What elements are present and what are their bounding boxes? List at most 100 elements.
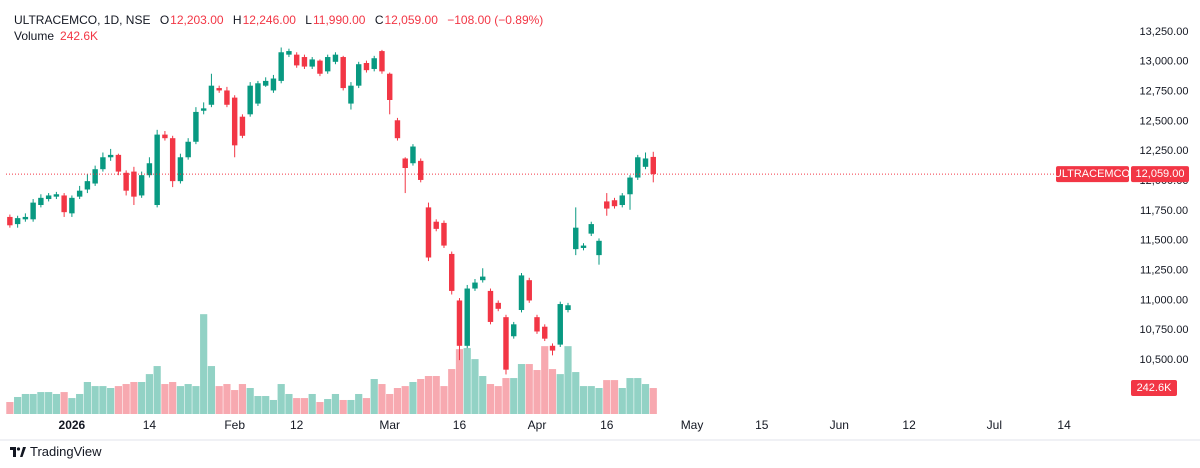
candle-body — [293, 54, 300, 66]
candle-body — [433, 221, 439, 229]
candle-body — [324, 57, 331, 72]
volume-bar — [494, 386, 502, 414]
volume-bar — [455, 349, 464, 414]
candle-body — [239, 116, 246, 136]
volume-bar — [231, 390, 239, 414]
volume-bar — [21, 393, 29, 414]
volume-bar — [634, 378, 642, 414]
candle-body — [278, 52, 284, 81]
candle-body — [472, 282, 478, 289]
candle-body — [270, 78, 277, 91]
candle-body — [526, 280, 532, 301]
candle-body — [604, 201, 610, 209]
candle-body — [123, 172, 129, 191]
volume-bar — [238, 384, 247, 414]
volume-bar — [215, 386, 223, 414]
y-tick-label: 13,000.00 — [1140, 56, 1189, 68]
candle-body — [92, 169, 98, 184]
x-tick-label: Apr — [528, 418, 547, 432]
candle-body — [30, 202, 36, 220]
volume-bar — [14, 396, 22, 414]
candle-body — [138, 175, 145, 196]
candle-body — [22, 216, 29, 220]
volume-key: Volume — [14, 29, 55, 43]
volume-bar — [6, 402, 14, 414]
candle-body — [286, 51, 292, 55]
volume-bar — [91, 386, 99, 414]
candle-body — [518, 275, 525, 311]
volume-bar — [649, 388, 657, 414]
candle-body — [650, 156, 656, 175]
volume-bar — [277, 384, 285, 414]
ohlc-value: 12,203.00 — [170, 13, 224, 27]
candle-body — [386, 73, 393, 100]
candle-body — [162, 134, 168, 139]
volume-bar — [60, 392, 68, 414]
change: −108.00 (−0.89%) — [447, 13, 544, 27]
volume-bar — [424, 376, 433, 414]
volume-bar — [285, 393, 293, 414]
volume-bar — [223, 384, 231, 414]
candle-body — [464, 288, 470, 346]
candle-body — [340, 57, 346, 89]
volume-bar — [176, 386, 185, 414]
volume-bar — [471, 359, 479, 414]
volume-bar — [525, 364, 533, 414]
footer: TradingView — [10, 444, 102, 459]
candle-body — [456, 300, 463, 346]
legend: ULTRACEMCO, 1D, NSE O12,203.00 H12,246.0… — [14, 12, 549, 44]
candle-body — [107, 154, 114, 158]
y-tick-label: 11,500.00 — [1140, 235, 1188, 247]
candle-body — [379, 51, 385, 72]
candle-body — [53, 194, 60, 197]
volume-bar — [316, 402, 324, 414]
volume-bar — [541, 346, 549, 414]
y-tick-label: 11,750.00 — [1140, 205, 1188, 217]
ohlc-key: H — [232, 13, 242, 27]
volume-bar — [448, 369, 456, 414]
volume-bar — [153, 366, 161, 414]
price-tag-symbol-box — [1056, 166, 1129, 183]
volume-bar — [138, 382, 146, 414]
volume-bar — [618, 387, 626, 414]
candle-body — [511, 324, 517, 337]
candle-body — [402, 158, 408, 169]
volume-bar — [610, 380, 619, 414]
brand: TradingView — [30, 444, 102, 459]
candle-body — [642, 158, 649, 167]
candle-body — [425, 207, 432, 258]
volume-bar — [401, 386, 409, 414]
volume-bar — [184, 384, 192, 414]
x-tick-label: 12 — [290, 418, 304, 432]
volume-bar — [246, 387, 254, 414]
volume-bar — [169, 382, 177, 414]
candle-body — [177, 157, 184, 182]
volume-bar — [641, 384, 650, 414]
legend-row: ULTRACEMCO, 1D, NSE O12,203.00 H12,246.0… — [14, 12, 549, 28]
ohlc-key: L — [305, 13, 312, 27]
y-tick-label: 12,500.00 — [1140, 115, 1189, 127]
volume-bar — [502, 378, 510, 414]
x-tick-label: Feb — [224, 418, 245, 432]
y-tick-label: 11,250.00 — [1140, 265, 1188, 277]
ohlc-key: C — [374, 13, 384, 27]
candle-body — [580, 245, 587, 248]
candle-body — [410, 146, 416, 164]
candle-body — [69, 197, 75, 214]
volume-bar — [331, 393, 340, 414]
x-tick-label: Jul — [987, 418, 1002, 432]
candle-body — [185, 141, 191, 158]
volume-bar — [68, 398, 76, 414]
y-tick-label: 10,750.00 — [1140, 324, 1189, 336]
price-tag-box — [1131, 166, 1189, 183]
ohlc-value: 12,059.00 — [384, 13, 438, 27]
x-tick-label: 12 — [902, 418, 916, 432]
candle-body — [193, 111, 199, 142]
logo — [10, 446, 26, 457]
volume-bar — [626, 378, 634, 414]
volume-bar — [595, 387, 603, 414]
candle-body — [394, 120, 401, 139]
candle-body — [216, 88, 222, 91]
